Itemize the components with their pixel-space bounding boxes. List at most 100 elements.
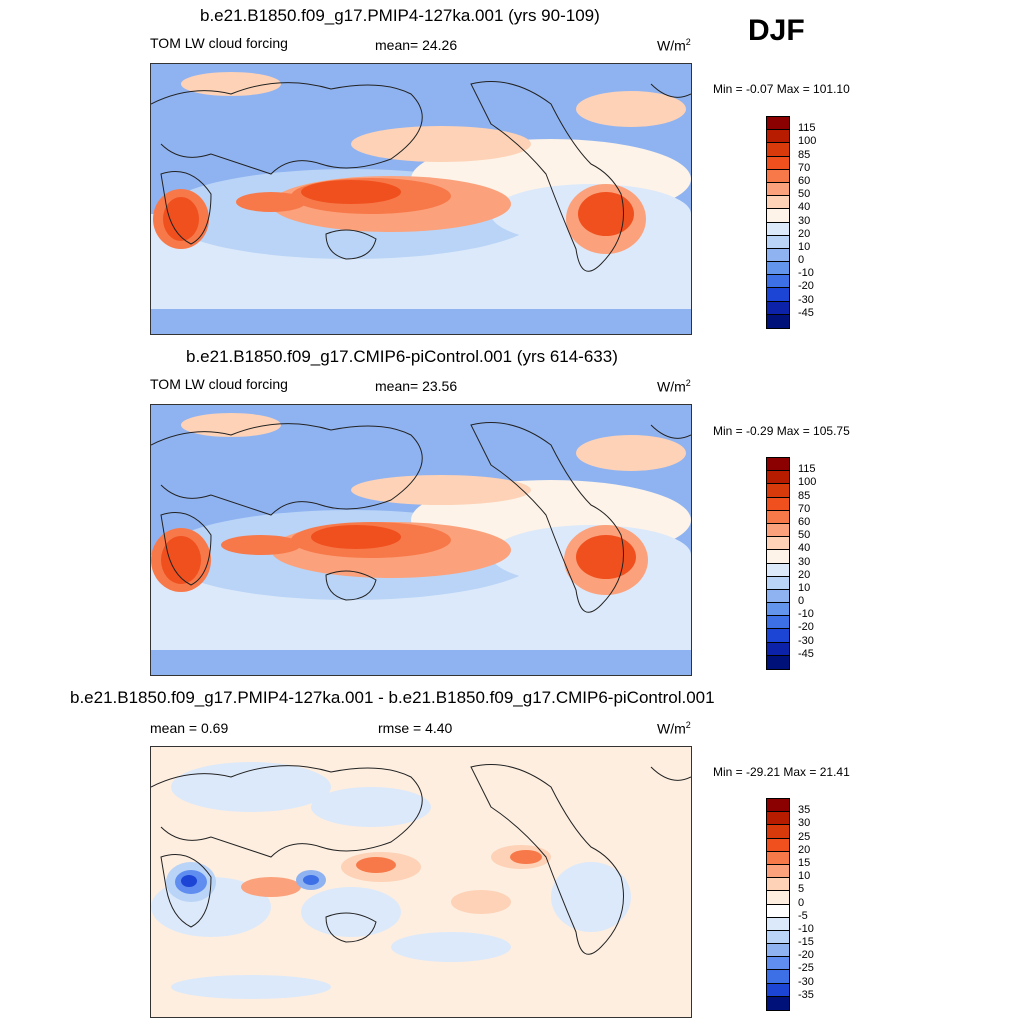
colorbar-swatch — [767, 616, 789, 630]
colorbar-swatch — [767, 235, 789, 249]
colorbar-swatch — [767, 589, 789, 604]
colorbar-tick-label: -30 — [798, 293, 814, 306]
panel-2-title: b.e21.B1850.f09_g17.CMIP6-piControl.001 … — [186, 347, 618, 366]
colorbar-tick-label: 100 — [798, 135, 817, 148]
colorbar-tick-label: 20 — [798, 843, 811, 856]
colorbar-tick-label: -10 — [798, 267, 814, 280]
colorbar-swatch — [767, 851, 789, 865]
colorbar-tick-label: 40 — [798, 542, 811, 555]
colorbar-tick-label: 30 — [798, 817, 811, 830]
colorbar-swatch — [767, 484, 789, 498]
colorbar-swatch — [767, 497, 789, 511]
panel-1-colorbar — [766, 116, 790, 329]
colorbar-swatch — [767, 537, 789, 551]
colorbar-tick-label: -5 — [798, 909, 808, 922]
colorbar-swatch — [767, 799, 789, 813]
colorbar-swatch — [767, 864, 789, 879]
colorbar-tick-label: -20 — [798, 949, 814, 962]
panel-3-title: b.e21.B1850.f09_g17.PMIP4-127ka.001 - b.… — [70, 688, 715, 707]
colorbar-swatch — [767, 917, 789, 931]
colorbar-swatch — [767, 603, 789, 617]
colorbar-tick-label: -10 — [798, 922, 814, 935]
panel-3-rmse: rmse = 4.40 — [378, 720, 453, 736]
colorbar-tick-label: -20 — [798, 280, 814, 293]
colorbar-swatch — [767, 957, 789, 971]
panel-2-variable: TOM LW cloud forcing — [150, 376, 288, 392]
colorbar-swatch — [767, 248, 789, 263]
colorbar-swatch — [767, 169, 789, 183]
colorbar-tick-label: -20 — [798, 621, 814, 634]
colorbar-tick-label: 20 — [798, 568, 811, 581]
colorbar-tick-label: -45 — [798, 647, 814, 660]
colorbar-swatch — [767, 996, 789, 1010]
colorbar-swatch — [767, 970, 789, 984]
colorbar-swatch — [767, 983, 789, 997]
colorbar-swatch — [767, 222, 789, 236]
colorbar-tick-label: 30 — [798, 214, 811, 227]
colorbar-tick-label: 115 — [798, 122, 816, 135]
colorbar-tick-label: 20 — [798, 227, 811, 240]
colorbar-tick-label: 10 — [798, 870, 811, 883]
colorbar-swatch — [767, 510, 789, 524]
colorbar-tick-label: 30 — [798, 555, 811, 568]
panel-3-minmax: Min = -29.21 Max = 21.41 — [713, 765, 850, 779]
colorbar-swatch — [767, 262, 789, 276]
colorbar-tick-label: 115 — [798, 463, 816, 476]
panel-1-mean: mean= 24.26 — [375, 37, 458, 53]
colorbar-swatch — [767, 825, 789, 839]
panel-1-map — [150, 63, 692, 335]
colorbar-swatch — [767, 288, 789, 302]
panel-3-map — [150, 746, 692, 1018]
colorbar-tick-label: 0 — [798, 254, 805, 267]
colorbar-swatch — [767, 812, 789, 826]
colorbar-tick-label: 85 — [798, 489, 811, 502]
panel-2-map — [150, 404, 692, 676]
colorbar-swatch — [767, 878, 789, 892]
colorbar-tick-label: 50 — [798, 529, 811, 542]
colorbar-tick-label: 15 — [798, 856, 811, 869]
colorbar-swatch — [767, 143, 789, 157]
colorbar-swatch — [767, 523, 789, 538]
panel-1-minmax: Min = -0.07 Max = 101.10 — [713, 82, 850, 96]
colorbar-tick-label: -30 — [798, 975, 814, 988]
colorbar-swatch — [767, 838, 789, 852]
colorbar-swatch — [767, 904, 789, 918]
colorbar-tick-label: 35 — [798, 804, 811, 817]
colorbar-tick-label: 0 — [798, 896, 805, 909]
panel-1-units: W/m2 — [657, 37, 691, 54]
colorbar-tick-label: 40 — [798, 201, 811, 214]
colorbar-swatch — [767, 314, 789, 328]
colorbar-tick-label: 0 — [798, 595, 805, 608]
colorbar-swatch — [767, 930, 789, 945]
panel-3-colorbar — [766, 798, 790, 1011]
colorbar-swatch — [767, 629, 789, 643]
colorbar-tick-label: -25 — [798, 962, 814, 975]
colorbar-tick-label: 70 — [798, 502, 811, 515]
panel-2-mean: mean= 23.56 — [375, 378, 458, 394]
colorbar-swatch — [767, 196, 789, 210]
colorbar-tick-label: -30 — [798, 634, 814, 647]
colorbar-swatch — [767, 117, 789, 131]
colorbar-swatch — [767, 471, 789, 485]
colorbar-tick-label: 25 — [798, 830, 811, 843]
colorbar-tick-label: 10 — [798, 581, 811, 594]
colorbar-tick-label: -15 — [798, 936, 814, 949]
colorbar-swatch — [767, 563, 789, 577]
colorbar-tick-label: -35 — [798, 988, 814, 1001]
colorbar-swatch — [767, 182, 789, 197]
colorbar-swatch — [767, 275, 789, 289]
colorbar-swatch — [767, 944, 789, 958]
panel-2-units: W/m2 — [657, 378, 691, 395]
colorbar-tick-label: -45 — [798, 306, 814, 319]
colorbar-tick-label: 85 — [798, 148, 811, 161]
colorbar-tick-label: 60 — [798, 174, 811, 187]
panel-1-title: b.e21.B1850.f09_g17.PMIP4-127ka.001 (yrs… — [200, 6, 600, 25]
colorbar-swatch — [767, 156, 789, 170]
colorbar-swatch — [767, 891, 789, 905]
colorbar-swatch — [767, 642, 789, 656]
colorbar-swatch — [767, 209, 789, 223]
colorbar-tick-label: 10 — [798, 240, 811, 253]
colorbar-swatch — [767, 301, 789, 315]
colorbar-tick-label: 5 — [798, 883, 805, 896]
panel-2-colorbar — [766, 457, 790, 670]
